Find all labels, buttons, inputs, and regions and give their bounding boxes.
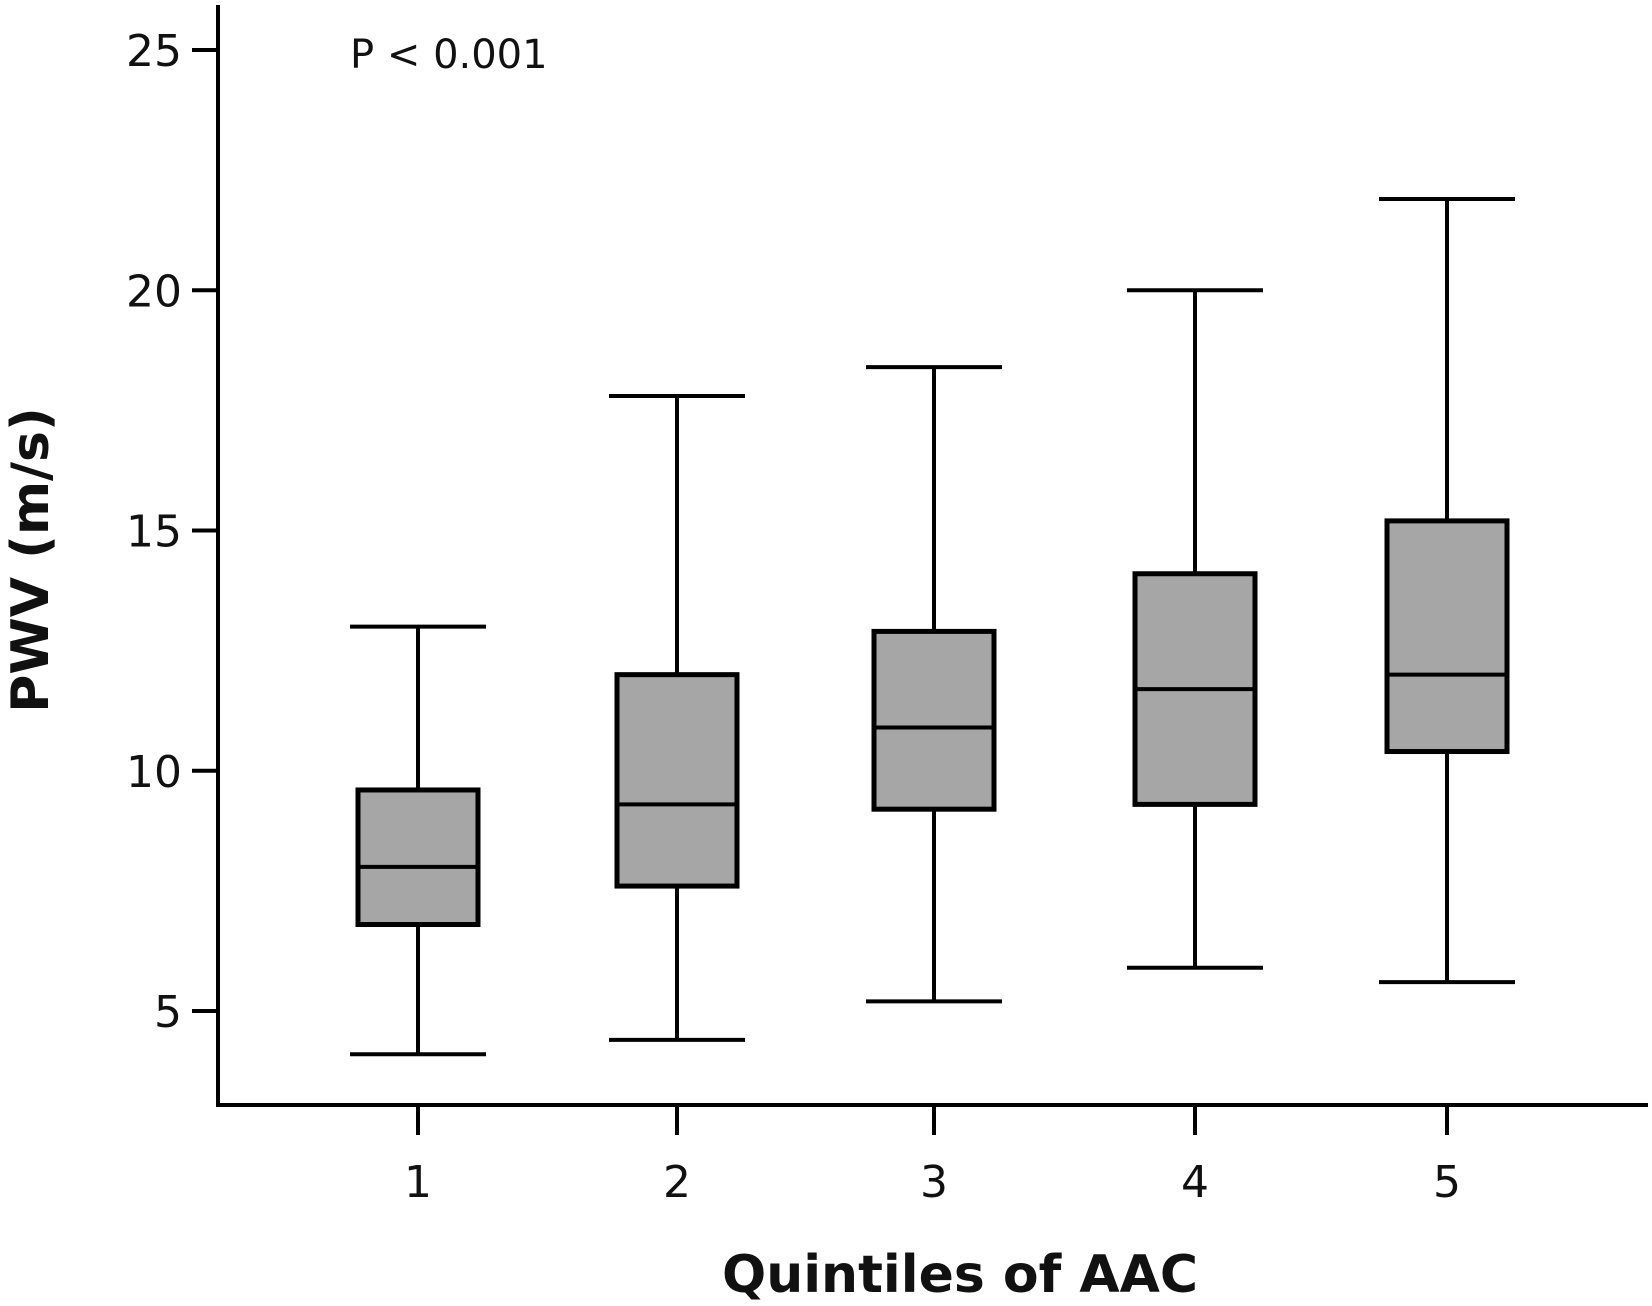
box-quintile-1 [350,624,486,1057]
iqr-box [1384,518,1510,755]
x-tick-label: 3 [920,1157,948,1208]
y-tick-label: 15 [126,507,182,558]
y-axis-title: PWV (m/s) [1,407,61,712]
box-quintile-2 [609,393,745,1042]
iqr-box [355,787,481,928]
iqr-box [614,672,740,889]
box-quintile-5 [1379,196,1515,985]
x-tick-label: 2 [663,1157,691,1208]
box-quintile-3 [866,365,1002,1004]
y-tick-label: 10 [126,747,182,798]
x-axis-title: Quintiles of AAC [722,1245,1198,1305]
y-tick-label: 25 [126,26,182,77]
p-value-annotation: P < 0.001 [350,32,548,78]
y-tick-label: 20 [126,266,182,317]
y-tick-label: 5 [154,987,182,1038]
iqr-box [871,628,997,812]
x-tick-label: 1 [404,1157,432,1208]
x-tick-label: 5 [1433,1157,1461,1208]
x-tick-label: 4 [1181,1157,1209,1208]
y-axis-ticks: 5 10 15 20 25 [126,26,218,1038]
box-quintile-4 [1127,288,1263,970]
x-axis-ticks: 1 2 3 4 5 [404,1105,1461,1208]
box-series [350,196,1515,1057]
